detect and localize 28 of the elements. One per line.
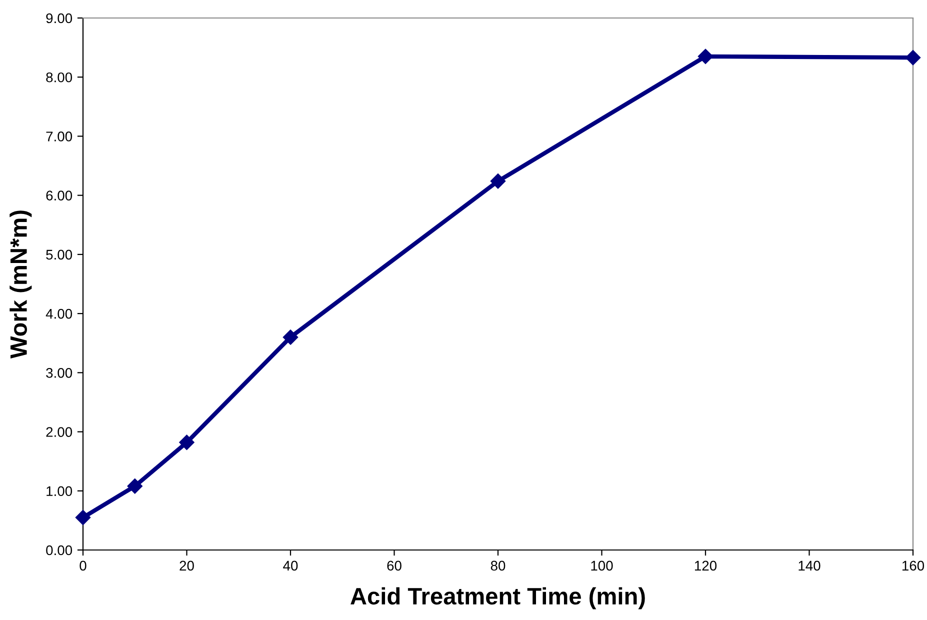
x-tick-label: 20 [180, 560, 194, 571]
point [490, 174, 506, 189]
point [179, 434, 194, 450]
y-tick-label: 5.00 [46, 250, 72, 260]
y-tick-label: 6.00 [46, 190, 72, 201]
point [282, 330, 298, 345]
y-tick-label: 0.00 [46, 545, 72, 556]
y-tick-label: 7.00 [46, 132, 72, 142]
x-tick-label: 80 [490, 560, 506, 571]
point [698, 48, 714, 64]
point [905, 50, 921, 66]
x-tick-label: 120 [694, 560, 717, 571]
x-tick-label: 160 [902, 560, 924, 571]
y-tick-label: 8.00 [46, 72, 72, 82]
point [75, 510, 91, 526]
x-tick-label: 60 [387, 560, 402, 571]
y-tick-label: 9.00 [46, 13, 72, 24]
x-axis-title: Acid Treatment Time (min) [350, 587, 645, 610]
y-tick-label: 2.00 [46, 427, 72, 437]
x-tick-label: 40 [283, 560, 298, 571]
y-axis-title: Work (mN*m) [10, 210, 32, 359]
y-tick-label: 3.00 [46, 368, 72, 378]
x-tick-label: 0 [80, 560, 86, 571]
y-tick-label: 4.00 [46, 308, 72, 319]
x-tick-label: 140 [798, 560, 820, 571]
point [127, 478, 142, 494]
y-tick-label: 1.00 [46, 486, 72, 496]
x-tick-label: 100 [591, 560, 613, 571]
